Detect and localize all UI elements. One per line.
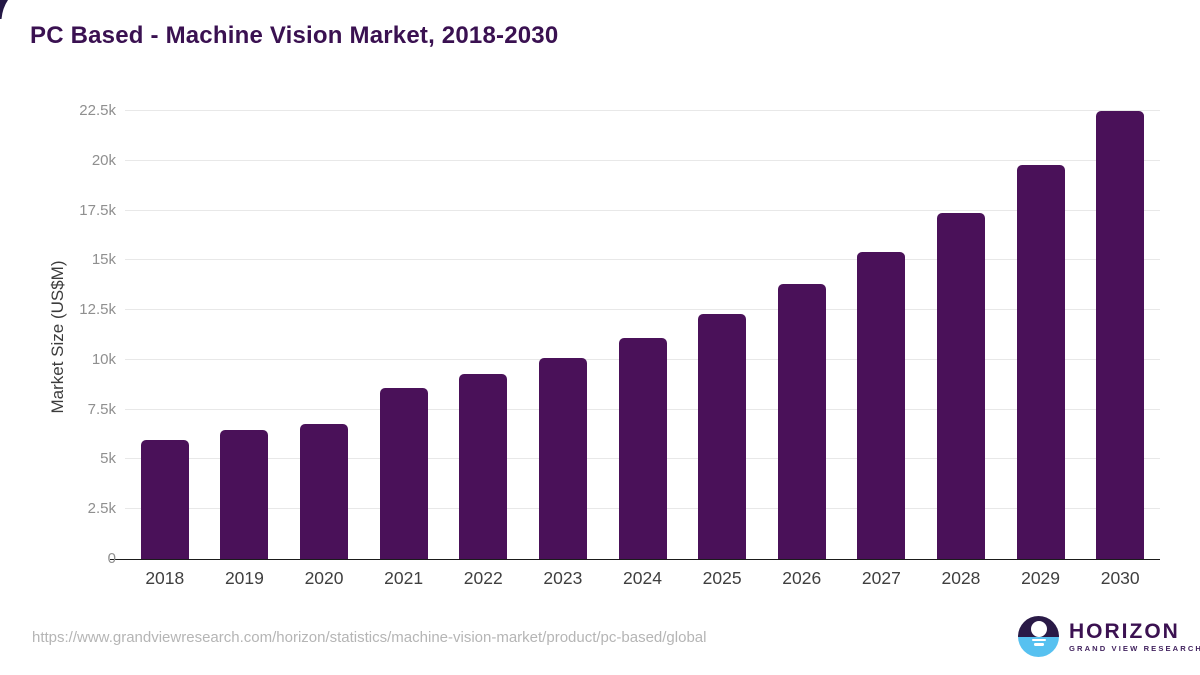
corner-mark-decoration bbox=[0, 0, 8, 19]
x-tick-label: 2026 bbox=[782, 568, 822, 588]
y-tick-label: 15k bbox=[91, 251, 116, 269]
bar-2025 bbox=[698, 314, 747, 559]
bar-2027 bbox=[857, 252, 906, 559]
x-tick-label: 2021 bbox=[384, 568, 424, 588]
x-tick-label: 2029 bbox=[1021, 568, 1061, 588]
y-tick-label: 0 bbox=[107, 550, 116, 567]
x-tick-label: 2027 bbox=[861, 568, 901, 588]
bar-2028 bbox=[936, 212, 985, 559]
y-tick-label: 10k bbox=[91, 350, 116, 368]
bar-2023 bbox=[538, 357, 587, 559]
gridline bbox=[125, 209, 1160, 211]
x-tick-label: 2022 bbox=[463, 568, 503, 588]
horizon-logo: HORIZON GRAND VIEW RESEARCH bbox=[1018, 616, 1200, 657]
bar-2019 bbox=[220, 429, 269, 559]
x-axis-line bbox=[110, 559, 1160, 560]
y-tick-label: 2.5k bbox=[87, 500, 116, 518]
source-url: https://www.grandviewresearch.com/horizo… bbox=[32, 629, 707, 646]
gridline bbox=[125, 309, 1160, 311]
logo-text: HORIZON GRAND VIEW RESEARCH bbox=[1069, 619, 1200, 653]
gridline bbox=[125, 159, 1160, 161]
bar-2022 bbox=[459, 373, 508, 559]
x-tick-label: 2023 bbox=[543, 568, 583, 588]
y-tick-label: 7.5k bbox=[87, 400, 116, 418]
bar-2024 bbox=[618, 338, 667, 559]
y-tick-label: 5k bbox=[100, 450, 116, 468]
plot-area bbox=[125, 110, 1160, 559]
x-tick-label: 2019 bbox=[224, 568, 264, 588]
y-tick-label: 12.5k bbox=[79, 301, 116, 319]
horizon-sun-icon bbox=[1018, 616, 1059, 657]
bar-2029 bbox=[1016, 164, 1065, 559]
bar-2018 bbox=[140, 439, 189, 559]
logo-name: HORIZON bbox=[1069, 619, 1180, 643]
gridline bbox=[125, 110, 1160, 111]
x-tick-label: 2025 bbox=[702, 568, 742, 588]
x-tick-label: 2030 bbox=[1100, 568, 1140, 588]
chart-title: PC Based - Machine Vision Market, 2018-2… bbox=[30, 22, 559, 49]
x-tick-label: 2020 bbox=[304, 568, 344, 588]
gridline bbox=[125, 259, 1160, 261]
bar-2021 bbox=[379, 387, 428, 559]
y-tick-label: 17.5k bbox=[79, 201, 116, 219]
logo-sun-circle bbox=[1030, 621, 1047, 637]
bar-2030 bbox=[1096, 111, 1145, 559]
logo-reflection-line bbox=[1031, 638, 1046, 641]
x-tick-label: 2028 bbox=[941, 568, 981, 588]
x-tick-label: 2024 bbox=[623, 568, 662, 588]
y-tick-label: 20k bbox=[91, 151, 116, 169]
x-tick-label: 2018 bbox=[145, 568, 185, 588]
y-tick-label: 22.5k bbox=[79, 102, 116, 119]
logo-sea-half bbox=[1018, 636, 1059, 657]
logo-reflection-line bbox=[1033, 643, 1044, 646]
bar-2026 bbox=[777, 284, 826, 559]
logo-subtitle: GRAND VIEW RESEARCH bbox=[1069, 643, 1200, 653]
bar-2020 bbox=[300, 423, 349, 559]
